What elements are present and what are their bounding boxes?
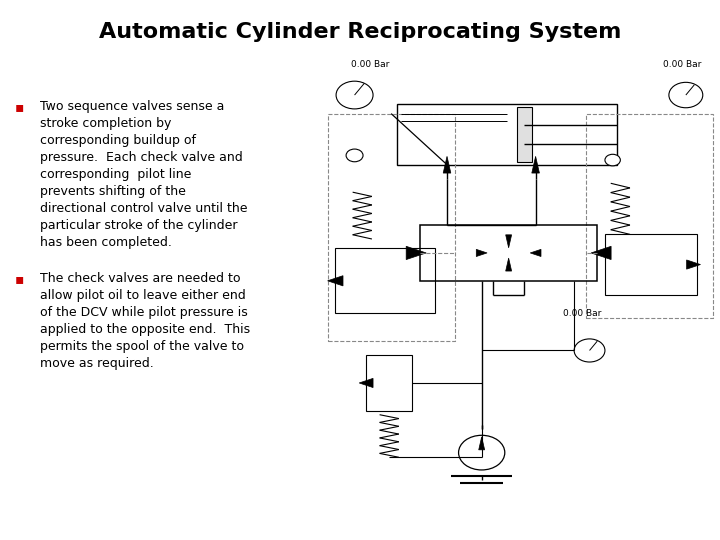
Bar	[585, 113, 713, 318]
Text: particular stroke of the cylinder: particular stroke of the cylinder	[40, 219, 237, 232]
Polygon shape	[530, 249, 541, 256]
Bar	[605, 234, 698, 295]
Circle shape	[346, 149, 363, 162]
Polygon shape	[505, 235, 512, 248]
Text: Two sequence valves sense a: Two sequence valves sense a	[40, 100, 224, 113]
Text: of the DCV while pilot pressure is: of the DCV while pilot pressure is	[40, 306, 248, 319]
Polygon shape	[687, 260, 701, 269]
Bar	[420, 225, 598, 281]
Circle shape	[605, 154, 621, 166]
Text: The check valves are needed to: The check valves are needed to	[40, 272, 240, 285]
Text: corresponding buildup of: corresponding buildup of	[40, 134, 196, 147]
Polygon shape	[479, 437, 485, 450]
Bar	[366, 355, 413, 411]
Circle shape	[669, 82, 703, 108]
Polygon shape	[406, 246, 426, 260]
Polygon shape	[591, 246, 611, 260]
Text: has been completed.: has been completed.	[40, 236, 171, 249]
Text: prevents shifting of the: prevents shifting of the	[40, 185, 186, 198]
Text: permits the spool of the valve to: permits the spool of the valve to	[40, 340, 243, 353]
Text: pressure.  Each check valve and: pressure. Each check valve and	[40, 151, 243, 164]
Circle shape	[336, 81, 373, 109]
Text: directional control valve until the: directional control valve until the	[40, 202, 247, 215]
Text: Automatic Cylinder Reciprocating System: Automatic Cylinder Reciprocating System	[99, 22, 621, 42]
Text: corresponding  pilot line: corresponding pilot line	[40, 168, 191, 181]
Bar	[516, 106, 532, 163]
Bar	[328, 113, 455, 341]
Text: 0.00 Bar: 0.00 Bar	[662, 60, 701, 70]
Text: 0.00 Bar: 0.00 Bar	[351, 60, 389, 70]
Polygon shape	[444, 157, 451, 173]
Circle shape	[574, 339, 605, 362]
Text: 0.00 Bar: 0.00 Bar	[562, 309, 601, 318]
Polygon shape	[359, 379, 373, 388]
Text: allow pilot oil to leave either end: allow pilot oil to leave either end	[40, 289, 246, 302]
Text: ▪: ▪	[14, 272, 24, 286]
Polygon shape	[328, 276, 343, 286]
Bar	[397, 104, 616, 165]
Bar	[336, 248, 436, 313]
Polygon shape	[477, 249, 487, 256]
Text: applied to the opposite end.  This: applied to the opposite end. This	[40, 323, 250, 336]
Text: ▪: ▪	[14, 100, 24, 114]
Text: move as required.: move as required.	[40, 357, 153, 370]
Polygon shape	[505, 258, 512, 271]
Text: stroke completion by: stroke completion by	[40, 117, 171, 130]
Polygon shape	[532, 157, 539, 173]
Circle shape	[459, 435, 505, 470]
